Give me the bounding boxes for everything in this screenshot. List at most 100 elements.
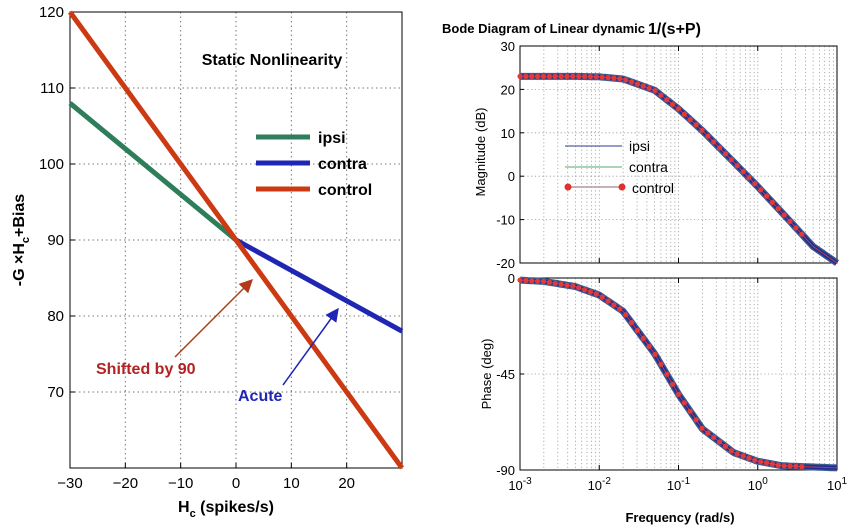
left-y-tick-label: 120 xyxy=(39,4,64,21)
left-y-label: -G ×Hc+Bias xyxy=(11,194,32,286)
magnitude-grid xyxy=(520,46,837,263)
left-y-tick-label: 80 xyxy=(47,308,64,325)
magnitude-control-marker xyxy=(634,81,641,87)
phase-control-marker xyxy=(764,460,770,466)
left-x-tick-label: −10 xyxy=(168,475,193,492)
magnitude-control-marker xyxy=(611,75,617,81)
phase-control-marker xyxy=(576,285,582,291)
phase-x-tick-label: 100 xyxy=(748,476,768,493)
magnitude-control-marker xyxy=(593,74,599,80)
phase-control-marker xyxy=(535,278,541,284)
magnitude-control-marker xyxy=(535,73,541,79)
phase-control-marker xyxy=(781,463,787,469)
magnitude-control-marker xyxy=(699,127,705,133)
phase-control-marker xyxy=(752,457,758,463)
magnitude-control-marker xyxy=(775,206,781,212)
magnitude-control-marker xyxy=(617,76,623,82)
legend-contra-label: contra xyxy=(318,156,367,173)
left-y-tick-label: 100 xyxy=(39,156,64,173)
left-legend: ipsi contra control xyxy=(256,130,372,199)
magnitude-y-tick-label: 10 xyxy=(501,126,515,141)
magnitude-control-marker xyxy=(646,85,652,91)
phase-y-label: Phase (deg) xyxy=(479,339,494,410)
phase-control-marker xyxy=(599,294,605,300)
phase-control-marker xyxy=(740,453,746,459)
phase-control-marker xyxy=(517,277,523,283)
phase-control-marker xyxy=(687,408,693,414)
magnitude-control-marker xyxy=(758,187,764,193)
magnitude-y-tick-label: 30 xyxy=(501,39,515,54)
magnitude-control-marker xyxy=(781,212,787,218)
phase-control-marker xyxy=(558,281,564,287)
left-x-tick-label: −20 xyxy=(113,475,138,492)
phase-control-marker xyxy=(546,279,553,285)
magnitude-control-marker xyxy=(623,77,629,83)
magnitude-control-marker xyxy=(705,133,711,139)
phase-control-marker xyxy=(675,391,682,397)
phase-control-marker xyxy=(693,417,699,423)
phase-control-marker xyxy=(628,320,635,326)
left-title: Static Nonlinearity xyxy=(202,52,343,69)
phase-control-marker xyxy=(540,278,547,284)
magnitude-control-marker xyxy=(546,73,553,79)
magnitude-control-marker xyxy=(529,73,535,79)
magnitude-series xyxy=(517,72,839,266)
magnitude-control-marker xyxy=(558,73,564,79)
phase-control-marker xyxy=(611,302,617,308)
phase-control-marker xyxy=(523,277,529,283)
magnitude-control-marker xyxy=(640,83,646,89)
phase-control-marker xyxy=(617,306,623,312)
static-nonlinearity-chart: −30 −20 −10 0 10 20 70 80 90 100 110 120 Static Non… xyxy=(11,4,405,520)
magnitude-control-marker xyxy=(681,111,688,117)
phase-control-marker xyxy=(605,298,611,304)
phase-control-marker xyxy=(799,464,805,470)
phase-y-tick-label: 0 xyxy=(508,271,515,286)
bode-title: Bode Diagram of Linear dynamic xyxy=(442,21,645,36)
magnitude-control-marker xyxy=(540,73,547,79)
left-y-tick-label: 110 xyxy=(40,80,64,97)
magnitude-control-marker xyxy=(752,181,758,187)
left-x-tick-label: −30 xyxy=(57,475,82,492)
magnitude-control-marker xyxy=(687,117,693,123)
magnitude-control-marker xyxy=(664,97,670,103)
phase-control-marker xyxy=(646,343,652,349)
phase-control-marker xyxy=(570,283,576,289)
bode-magnitude-chart: Bode Diagram of Linear dynamic 1/(s+P) -… xyxy=(442,21,839,271)
series-ipsi-line xyxy=(68,101,238,242)
magnitude-control-marker xyxy=(605,75,611,81)
phase-series xyxy=(517,276,838,472)
phase-control-marker xyxy=(564,282,570,288)
phase-y-tick-label: -90 xyxy=(496,463,515,478)
phase-control-marker xyxy=(769,461,776,467)
magnitude-control-marker xyxy=(799,231,805,237)
magnitude-control-marker xyxy=(570,73,576,79)
magnitude-y-tick-label: 20 xyxy=(501,82,515,97)
phase-control-marker xyxy=(787,463,793,469)
bode-legend-control-marker-b xyxy=(618,183,626,191)
magnitude-control-marker xyxy=(523,73,529,79)
phase-control-marker xyxy=(746,455,752,461)
phase-control-marker xyxy=(634,327,641,334)
phase-control-marker xyxy=(670,381,676,387)
magnitude-y-label: Magnitude (dB) xyxy=(473,108,488,197)
phase-control-marker xyxy=(734,451,740,457)
legend-ipsi-label: ipsi xyxy=(318,130,346,147)
phase-control-marker xyxy=(717,439,723,445)
magnitude-control-marker xyxy=(769,199,776,205)
magnitude-control-marker xyxy=(693,122,699,128)
phase-y-tick-label: -45 xyxy=(496,367,515,382)
magnitude-control-marker xyxy=(628,79,635,85)
left-x-label: Hc (spikes/s) xyxy=(178,499,274,520)
left-y-tick-label: 90 xyxy=(47,232,64,249)
bode-legend-control-marker-a xyxy=(564,183,572,191)
left-x-tick-label: 0 xyxy=(232,475,240,492)
magnitude-control-marker xyxy=(728,157,734,163)
left-y-tick-label: 70 xyxy=(47,384,64,401)
bode-legend-contra-label: contra xyxy=(629,159,668,175)
legend-control-label: control xyxy=(318,182,372,199)
left-ticks: −30 −20 −10 0 10 20 70 80 90 100 110 120 xyxy=(39,4,355,492)
left-series xyxy=(67,10,405,470)
magnitude-control-marker xyxy=(675,106,682,112)
